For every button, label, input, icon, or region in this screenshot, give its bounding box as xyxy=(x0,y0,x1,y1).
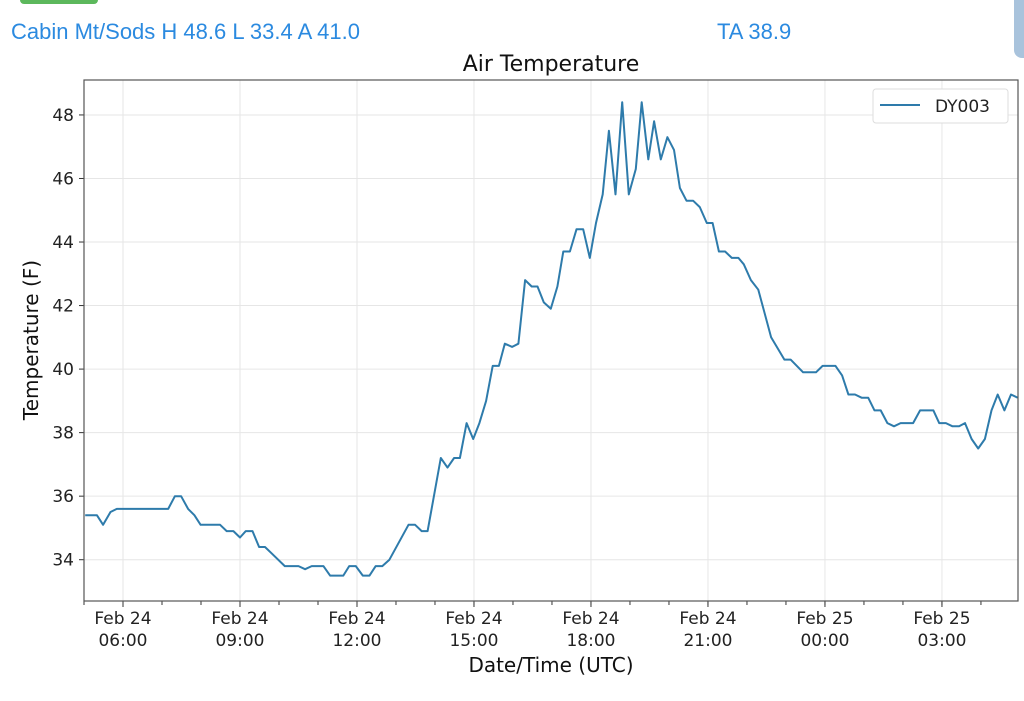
x-tick-label-time: 15:00 xyxy=(449,631,498,651)
x-tick-label-date: Feb 24 xyxy=(562,609,619,629)
x-tick-label-date: Feb 25 xyxy=(796,609,853,629)
x-tick-label-date: Feb 24 xyxy=(211,609,268,629)
station-summary: Cabin Mt/Sods H 48.6 L 33.4 A 41.0 xyxy=(11,19,360,44)
y-tick-label: 46 xyxy=(52,169,74,189)
x-tick-label-date: Feb 24 xyxy=(94,609,151,629)
x-axis-label: Date/Time (UTC) xyxy=(468,653,633,677)
x-tick-label-date: Feb 25 xyxy=(913,609,970,629)
x-tick-label-time: 00:00 xyxy=(800,631,849,651)
chart-title: Air Temperature xyxy=(463,52,640,77)
x-tick-label-date: Feb 24 xyxy=(679,609,736,629)
y-tick-label: 48 xyxy=(52,106,74,126)
plot-frame xyxy=(83,79,1019,602)
side-drawer-handle[interactable] xyxy=(1014,0,1024,58)
y-tick-label: 36 xyxy=(52,487,74,507)
series-line-dy003 xyxy=(85,101,1019,577)
y-axis-label: Temperature (F) xyxy=(19,260,43,421)
x-tick-label-time: 03:00 xyxy=(917,631,966,651)
x-tick-label-date: Feb 24 xyxy=(328,609,385,629)
top-tab-button[interactable] xyxy=(20,0,98,4)
x-tick-label-time: 18:00 xyxy=(566,631,615,651)
current-temperature: TA 38.9 xyxy=(717,19,792,44)
y-tick-label: 42 xyxy=(52,297,74,317)
y-tick-label: 34 xyxy=(52,551,74,571)
y-tick-label: 38 xyxy=(52,424,74,444)
x-tick-label-date: Feb 24 xyxy=(445,609,502,629)
x-tick-label-time: 06:00 xyxy=(98,631,147,651)
y-tick-label: 44 xyxy=(52,233,74,253)
x-tick-label-time: 21:00 xyxy=(683,631,732,651)
grid xyxy=(84,80,1018,601)
x-tick-label-time: 09:00 xyxy=(215,631,264,651)
legend: DY003 xyxy=(872,88,1009,124)
legend-label: DY003 xyxy=(935,97,990,117)
x-tick-label-time: 12:00 xyxy=(332,631,381,651)
y-tick-label: 40 xyxy=(52,360,74,380)
